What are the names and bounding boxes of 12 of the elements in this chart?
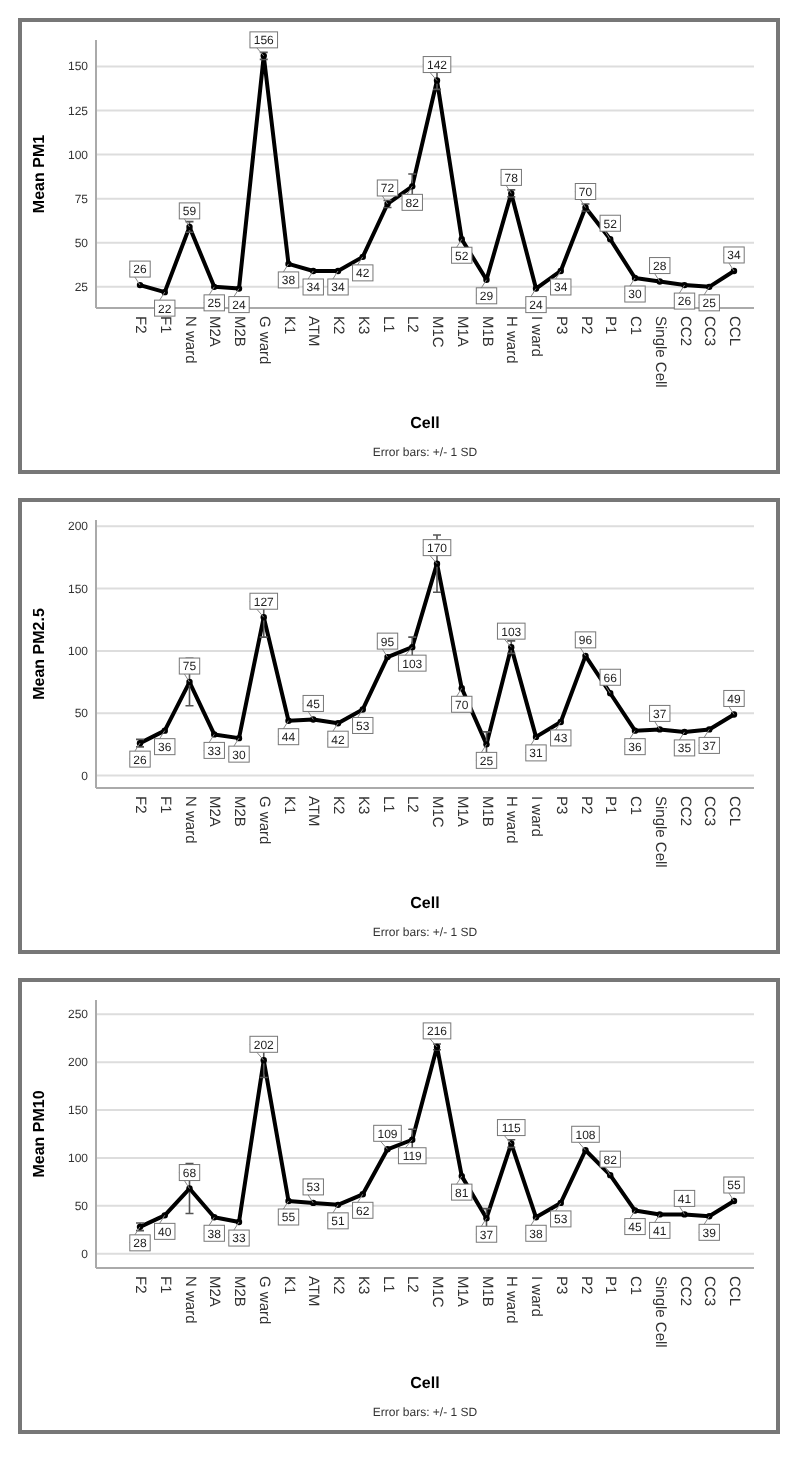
point <box>409 1136 416 1143</box>
y-axis-title: Mean PM2.5 <box>30 607 48 700</box>
point <box>285 717 292 724</box>
x-axis-title: Cell <box>410 414 440 432</box>
x-axis-title: Cell <box>410 1374 440 1392</box>
x-axis-title: Cell <box>410 894 440 912</box>
point <box>310 716 317 723</box>
y-axis-title: Mean PM10 <box>30 1089 48 1178</box>
point <box>681 1211 688 1218</box>
point <box>359 253 366 261</box>
point <box>557 1199 564 1207</box>
y-axis-title: Mean PM1 <box>30 133 48 214</box>
